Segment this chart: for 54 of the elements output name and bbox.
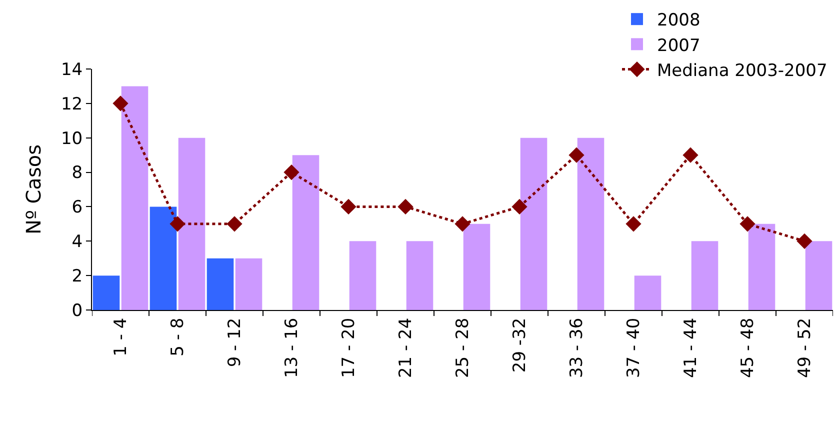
point xyxy=(284,164,300,180)
legend-label: Mediana 2003-2007 xyxy=(657,60,828,81)
y-tick-label: 8 xyxy=(72,163,83,184)
y-tick-label: 14 xyxy=(60,60,83,80)
point xyxy=(340,198,356,215)
bar xyxy=(406,241,434,310)
bar xyxy=(178,138,206,310)
bar xyxy=(520,138,548,310)
point xyxy=(626,216,642,232)
bar xyxy=(206,258,234,310)
y-tick-label: 4 xyxy=(72,232,83,252)
y-tick-label: 2 xyxy=(72,266,83,287)
x-tick-label: 29 -32 xyxy=(510,318,530,373)
x-tick-label: 25 - 28 xyxy=(453,318,474,378)
y-tick-label: 12 xyxy=(60,94,83,114)
x-tick-label: 21 - 24 xyxy=(396,318,416,378)
bar xyxy=(691,241,718,310)
bar xyxy=(748,224,776,310)
bar xyxy=(121,86,148,310)
bar xyxy=(634,276,662,310)
y-axis-title: Nº Casos xyxy=(21,144,46,235)
point xyxy=(398,198,414,215)
bar xyxy=(805,241,832,310)
bar xyxy=(292,155,320,310)
point xyxy=(740,216,756,232)
legend-label: 2007 xyxy=(657,36,700,56)
bar xyxy=(235,258,262,310)
x-tick-label: 45 - 48 xyxy=(738,318,758,378)
x-tick-label: 33 - 36 xyxy=(567,318,588,378)
y-tick-label: 10 xyxy=(60,128,83,149)
x-tick-label: 49 - 52 xyxy=(795,318,816,378)
bar xyxy=(92,276,120,310)
point xyxy=(512,198,528,215)
x-tick-label: 37 - 40 xyxy=(624,318,644,378)
x-tick-label: 41 - 44 xyxy=(681,318,702,378)
point xyxy=(112,96,128,112)
x-tick-label: 9 - 12 xyxy=(225,318,246,368)
point xyxy=(454,216,470,232)
x-tick-label: 5 - 8 xyxy=(168,318,188,356)
bar xyxy=(577,138,604,310)
bar xyxy=(349,241,376,310)
point xyxy=(226,216,242,232)
legend-label: 2008 xyxy=(657,10,700,31)
point xyxy=(682,147,698,163)
x-tick-label: 1 - 4 xyxy=(111,318,132,356)
bar xyxy=(150,206,177,310)
point xyxy=(568,147,584,163)
y-tick-label: 6 xyxy=(72,198,83,218)
x-tick-label: 17 - 20 xyxy=(339,318,360,378)
point xyxy=(170,216,186,232)
x-tick-label: 13 - 16 xyxy=(282,318,302,378)
y-tick-label: 0 xyxy=(72,300,83,321)
point xyxy=(796,233,812,249)
bar xyxy=(463,224,490,310)
